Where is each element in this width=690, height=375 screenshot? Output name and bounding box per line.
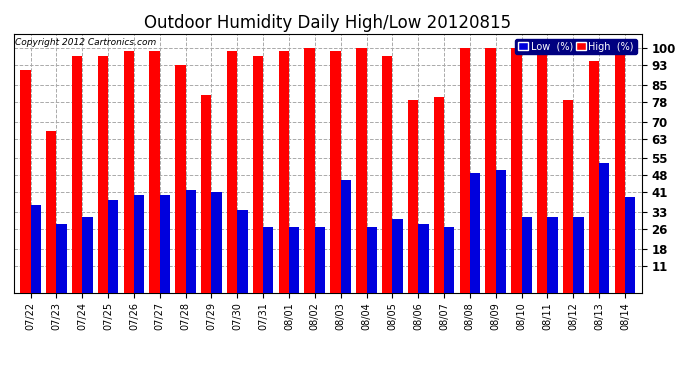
Bar (366, 226, 377, 292)
Bar (563, 100, 573, 292)
Bar (160, 195, 170, 292)
Bar (460, 48, 470, 292)
Bar (253, 56, 263, 292)
Text: Copyright 2012 Cartronics.com: Copyright 2012 Cartronics.com (15, 38, 157, 46)
Bar (547, 217, 558, 292)
Bar (279, 51, 289, 292)
Bar (589, 61, 599, 292)
Bar (418, 224, 428, 292)
Bar (331, 51, 341, 292)
Bar (46, 131, 57, 292)
Bar (434, 97, 444, 292)
Bar (444, 226, 454, 292)
Bar (211, 192, 221, 292)
Bar (57, 224, 67, 292)
Bar (201, 95, 211, 292)
Bar (82, 217, 92, 292)
Bar (315, 226, 325, 292)
Bar (537, 48, 547, 292)
Bar (522, 217, 532, 292)
Bar (108, 200, 119, 292)
Bar (485, 48, 495, 292)
Bar (289, 226, 299, 292)
Bar (134, 195, 144, 292)
Bar (393, 219, 403, 292)
Bar (237, 210, 248, 292)
Bar (599, 163, 609, 292)
Bar (30, 205, 41, 292)
Bar (356, 48, 366, 292)
Bar (124, 51, 134, 292)
Bar (304, 48, 315, 292)
Bar (495, 171, 506, 292)
Bar (625, 197, 635, 292)
Bar (408, 100, 418, 292)
Bar (150, 51, 160, 292)
Bar (98, 56, 108, 292)
Bar (382, 56, 393, 292)
Bar (470, 173, 480, 292)
Bar (20, 70, 30, 292)
Bar (573, 217, 584, 292)
Bar (175, 66, 186, 292)
Bar (341, 180, 351, 292)
Bar (615, 48, 625, 292)
Title: Outdoor Humidity Daily High/Low 20120815: Outdoor Humidity Daily High/Low 20120815 (144, 14, 511, 32)
Bar (227, 51, 237, 292)
Bar (186, 190, 196, 292)
Bar (72, 56, 82, 292)
Bar (263, 226, 273, 292)
Bar (511, 48, 522, 292)
Legend: Low  (%), High  (%): Low (%), High (%) (515, 39, 637, 54)
